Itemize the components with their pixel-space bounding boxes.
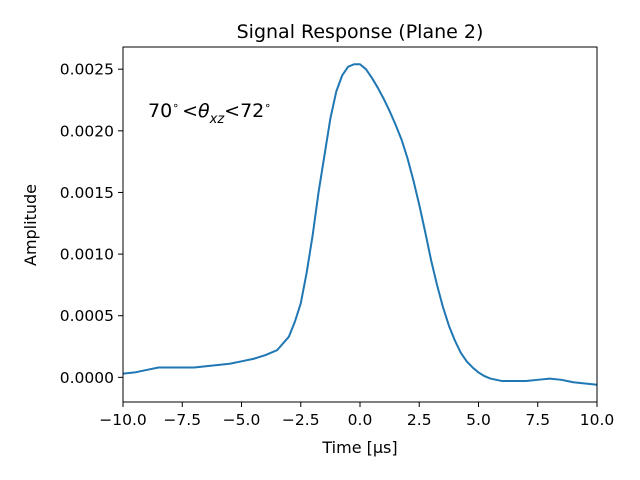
annotation-degree-1: ∘: [172, 99, 179, 112]
annotation-lt-2: <: [224, 100, 240, 122]
y-tick-label: 0.0005: [60, 307, 114, 325]
annotation-theta: θ: [198, 100, 210, 122]
x-tick-label: 10.0: [580, 411, 615, 429]
x-axis-label: Time [μs]: [321, 438, 397, 457]
x-tick-label: 5.0: [466, 411, 491, 429]
series-line-0: [122, 63, 598, 386]
x-tick-label: −5.0: [223, 411, 261, 429]
y-axis-ticks: 0.0000 0.0005 0.0010 0.0015 0.0020 0.0025: [60, 61, 123, 387]
y-tick-label: 0.0020: [60, 122, 114, 140]
y-tick-label: 0.0000: [60, 369, 114, 387]
x-tick-label: −2.5: [282, 411, 320, 429]
annotation-lt-1: <: [182, 100, 198, 122]
x-tick-label: 2.5: [407, 411, 432, 429]
annotation-lower: 70: [148, 100, 172, 122]
y-tick-label: 0.0010: [60, 246, 114, 264]
y-tick-label: 0.0025: [60, 61, 114, 79]
annotation-degree-2: ∘: [264, 99, 271, 112]
x-tick-label: −10.0: [99, 411, 147, 429]
chart-title: Signal Response (Plane 2): [237, 21, 484, 43]
x-tick-label: 7.5: [525, 411, 550, 429]
x-tick-label: −7.5: [163, 411, 201, 429]
y-axis-label: Amplitude: [21, 184, 40, 266]
x-axis-ticks: −10.0 −7.5 −5.0 −2.5 0.0 2.5 5.0 7.5 10.0: [99, 402, 614, 429]
angle-annotation: 70∘ <θxz<72∘: [148, 99, 271, 127]
annotation-subscript: xz: [209, 112, 226, 127]
annotation-upper: 72: [240, 100, 264, 122]
x-tick-label: 0.0: [348, 411, 373, 429]
y-tick-label: 0.0015: [60, 184, 114, 202]
